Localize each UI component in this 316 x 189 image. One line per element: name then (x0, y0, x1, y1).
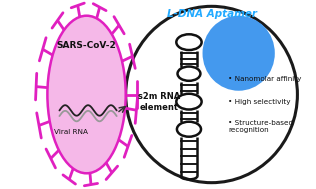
Ellipse shape (178, 67, 200, 81)
Text: • Structure-based
recognition: • Structure-based recognition (228, 120, 293, 133)
Text: • Nanomolar affinity: • Nanomolar affinity (228, 77, 301, 82)
Text: s2m RNA
element: s2m RNA element (138, 92, 180, 112)
Ellipse shape (176, 94, 202, 109)
Ellipse shape (203, 16, 275, 91)
Ellipse shape (177, 122, 201, 137)
Text: L-DNA Aptamer: L-DNA Aptamer (167, 9, 257, 19)
Text: Viral RNA: Viral RNA (54, 129, 88, 135)
Text: SARS-CoV-2: SARS-CoV-2 (57, 41, 116, 50)
Ellipse shape (176, 34, 202, 50)
Text: • High selectivity: • High selectivity (228, 99, 291, 105)
Ellipse shape (47, 16, 126, 173)
Ellipse shape (126, 6, 297, 183)
